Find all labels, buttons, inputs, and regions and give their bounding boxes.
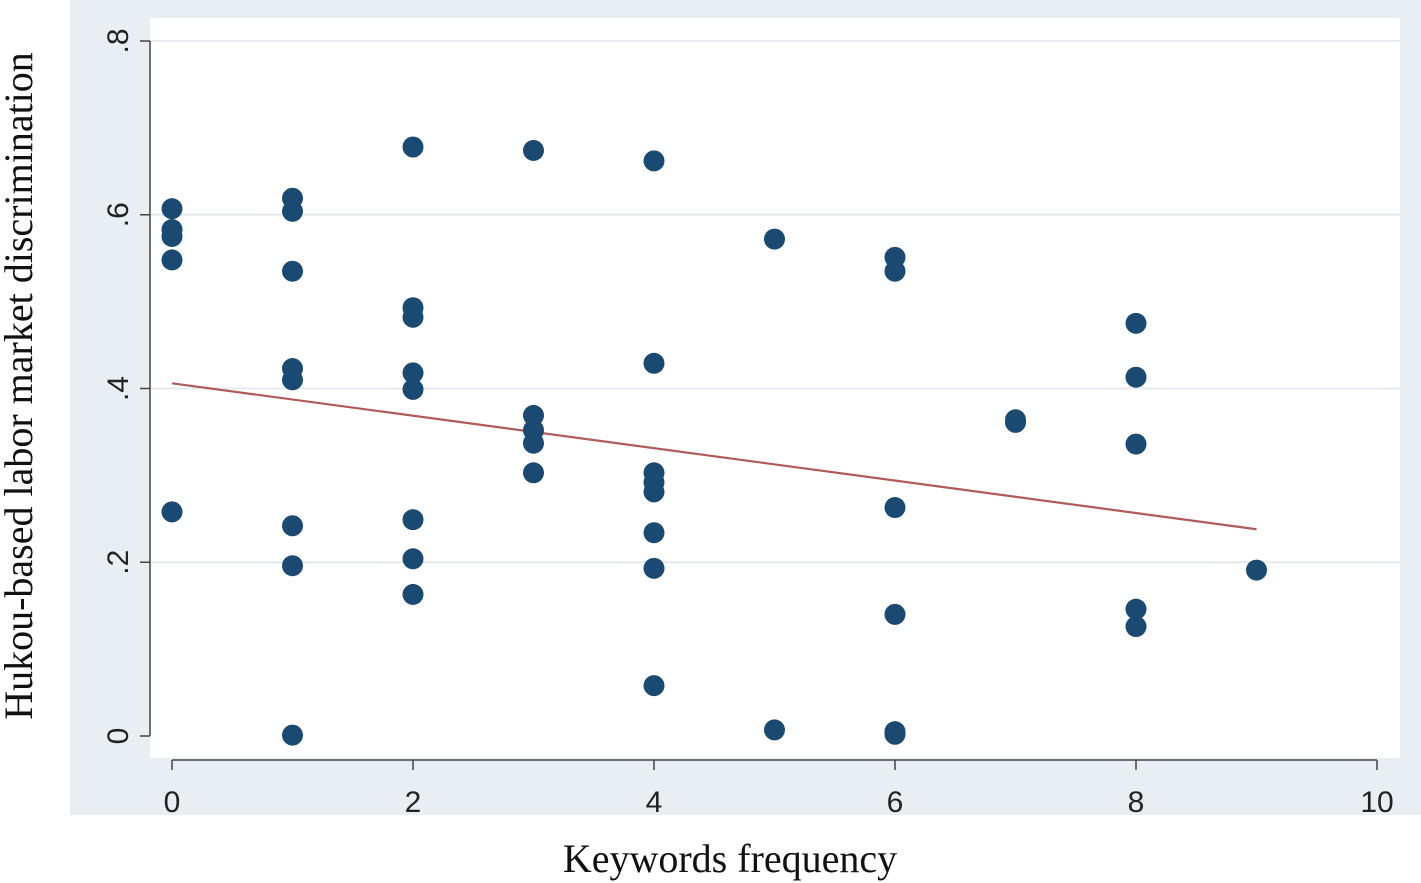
scatter-point [643,150,665,172]
scatter-point [643,557,665,579]
scatter-point [643,481,665,503]
scatter-point [643,352,665,374]
scatter-point [884,497,906,519]
x-tick-label: 10 [1360,786,1393,819]
x-tick-label: 2 [405,786,422,819]
scatter-point [402,306,424,328]
scatter-point [402,548,424,570]
tick-marks: 0 2 4 6 8 10 0 .2 .4 .6 .8 [102,28,1394,819]
scatter-point [523,139,544,161]
gridlines [150,40,1400,564]
scatter-point [161,198,183,220]
scatter-point [884,723,906,745]
scatter-point [161,225,183,247]
scatter-point [1005,411,1026,433]
scatter-point [1125,312,1147,334]
scatter-point [643,522,665,544]
scatter-point [764,719,785,741]
y-tick-label: .8 [102,28,135,53]
scatter-point [282,555,303,577]
fit-line [171,382,1257,531]
scatter-point [282,200,303,222]
y-tick-label: .6 [102,202,135,227]
x-tick-label: 6 [887,786,904,819]
scatter-point [1125,598,1147,620]
scatter-point [1246,559,1267,581]
scatter-point [523,432,544,454]
scatter-points [161,136,1267,746]
scatter-point [161,249,183,271]
y-tick-label: .4 [102,376,135,401]
scatter-point [523,404,544,426]
scatter-point [402,136,424,158]
y-tick-label: 0 [102,728,135,745]
scatter-point [643,675,665,697]
scatter-point [1125,616,1147,638]
x-tick-label: 4 [646,786,663,819]
x-axis-title: Keywords frequency [563,836,897,881]
scatter-point [282,515,303,537]
y-tick-label: .2 [102,550,135,575]
scatter-point [402,378,424,400]
y-axis-title: Hukou-based labor market discrimination [0,52,41,720]
scatter-point [764,228,785,250]
scatter-point [884,603,906,625]
scatter-point [282,260,303,282]
scatter-point [1125,433,1147,455]
scatter-point [161,501,183,523]
scatter-point [402,509,424,531]
fit-line-layer [171,382,1257,531]
scatter-point [884,260,906,282]
scatter-point [402,362,424,384]
scatter-point [282,369,303,391]
scatter-point [282,724,303,746]
x-tick-label: 8 [1128,786,1145,819]
scatter-point [402,583,424,605]
x-tick-label: 0 [164,786,181,819]
scatter-point [523,462,544,484]
scatter-point [1125,366,1147,388]
